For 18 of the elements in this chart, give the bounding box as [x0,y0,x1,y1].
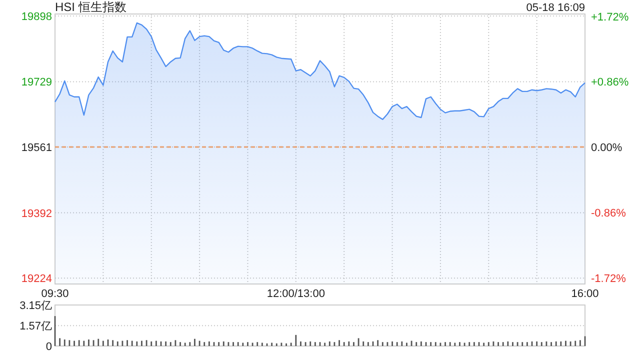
y-tick-label: 19898 [21,10,52,23]
y2-tick-label: 0.00% [591,142,622,154]
chart-title: HSI 恒生指数 [55,0,126,14]
y-tick-label: 19224 [21,273,52,286]
y2-tick-label: -1.72% [591,272,626,285]
y-tick-label: 19392 [21,208,52,220]
y-tick-label: 19561 [21,142,52,154]
y-tick-label: 3.15亿 [20,300,52,312]
y-tick-label: 19729 [21,76,52,89]
chart-subtitle: 05-18 16:09 [526,2,585,14]
y-tick-label: 1.57亿 [20,320,52,333]
x-tick-label: 12:00/13:00 [266,288,325,300]
x-tick-label: 09:30 [41,288,69,300]
y-tick-label: 0 [46,341,52,353]
y2-tick-label: -0.86% [591,208,626,220]
y2-tick-label: +1.72% [591,11,629,24]
y2-tick-label: +0.86% [591,76,629,89]
x-tick-label: 16:00 [571,288,599,300]
